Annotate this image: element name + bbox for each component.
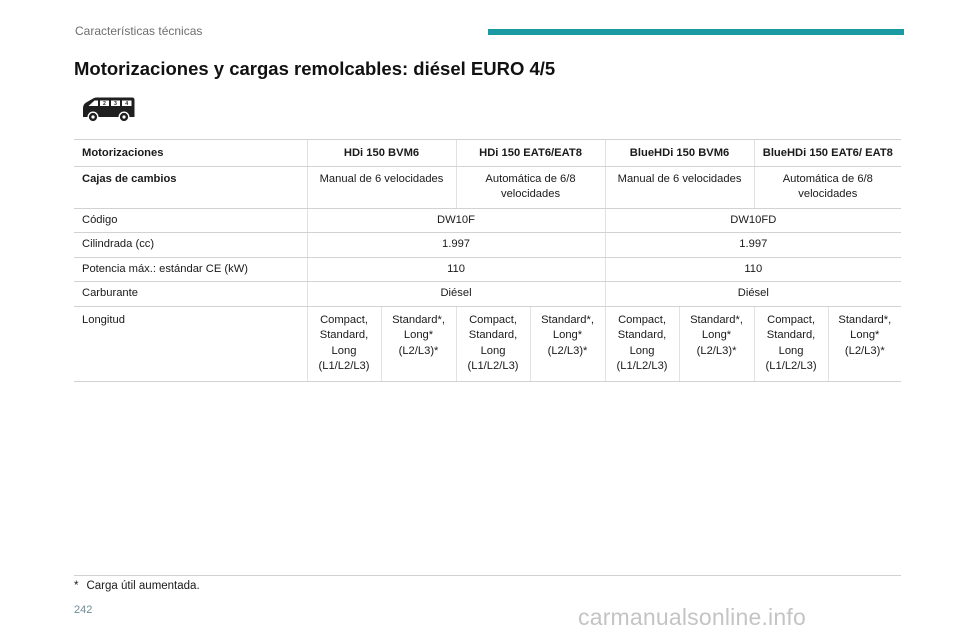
table-cell: Compact, Standard, Long (L1/L2/L3) xyxy=(604,306,680,382)
footnote-mark: * xyxy=(74,580,79,592)
table-cell: Compact, Standard, Long (L1/L2/L3) xyxy=(455,306,531,382)
engine-header: HDi 150 EAT6/EAT8 xyxy=(455,139,606,167)
table-row: Longitud Compact, Standard, Long (L1/L2/… xyxy=(74,306,902,382)
table-cell: 110 xyxy=(306,257,606,282)
row-label: Longitud xyxy=(74,306,307,382)
table-cell: DW10FD xyxy=(604,208,902,233)
page-title: Motorizaciones y cargas remolcables: dié… xyxy=(74,58,556,79)
table-cell: Standard*, Long* (L2/L3)* xyxy=(827,306,902,382)
table-cell: 1.997 xyxy=(306,232,606,258)
row-label: Cilindrada (cc) xyxy=(74,232,307,258)
engine-spec-table: Motorizaciones HDi 150 BVM6 HDi 150 EAT6… xyxy=(74,139,902,382)
table-cell: Standard*, Long* (L2/L3)* xyxy=(380,306,457,382)
footnote-divider xyxy=(74,575,901,576)
van-icon: 2 3 4 xyxy=(83,97,135,123)
van-badge: 2 xyxy=(103,101,106,107)
table-cell: Automática de 6/8 velocidades xyxy=(455,166,606,209)
table-row: Cajas de cambios Manual de 6 velocidades… xyxy=(74,166,902,209)
watermark: carmanualsonline.info xyxy=(578,604,806,630)
footnote-text: Carga útil aumentada. xyxy=(86,580,200,592)
table-cell: Manual de 6 velocidades xyxy=(604,166,755,209)
table-row: Código DW10F DW10FD xyxy=(74,208,902,233)
footnote: * Carga útil aumentada. xyxy=(74,580,200,592)
page-number: 242 xyxy=(74,604,93,616)
engine-header: BlueHDi 150 EAT6/ EAT8 xyxy=(753,139,902,167)
van-badge: 3 xyxy=(114,101,117,107)
engine-header: BlueHDi 150 BVM6 xyxy=(604,139,755,167)
table-cell: Standard*, Long* (L2/L3)* xyxy=(529,306,606,382)
section-header: Características técnicas xyxy=(75,24,203,38)
table-cell: 1.997 xyxy=(604,232,902,258)
header-accent-bar xyxy=(488,29,904,35)
row-label: Cajas de cambios xyxy=(74,166,307,209)
table-row: Cilindrada (cc) 1.997 1.997 xyxy=(74,232,902,258)
table-cell: Automática de 6/8 velocidades xyxy=(753,166,902,209)
table-cell: Diésel xyxy=(306,281,606,307)
row-label: Potencia máx.: estándar CE (kW) xyxy=(74,257,307,282)
table-row: Potencia máx.: estándar CE (kW) 110 110 xyxy=(74,257,902,282)
engine-header: HDi 150 BVM6 xyxy=(306,139,457,167)
header-label: Motorizaciones xyxy=(74,139,307,167)
table-cell: Diésel xyxy=(604,281,902,307)
table-header-row: Motorizaciones HDi 150 BVM6 HDi 150 EAT6… xyxy=(74,139,902,167)
table-cell: Manual de 6 velocidades xyxy=(306,166,457,209)
table-cell: Compact, Standard, Long (L1/L2/L3) xyxy=(306,306,381,382)
table-cell: Compact, Standard, Long (L1/L2/L3) xyxy=(753,306,829,382)
table-row: Carburante Diésel Diésel xyxy=(74,281,902,307)
van-badge: 4 xyxy=(125,101,128,107)
row-label: Carburante xyxy=(74,281,307,307)
table-cell: Standard*, Long* (L2/L3)* xyxy=(678,306,755,382)
table-cell: DW10F xyxy=(306,208,606,233)
row-label: Código xyxy=(74,208,307,233)
table-cell: 110 xyxy=(604,257,902,282)
